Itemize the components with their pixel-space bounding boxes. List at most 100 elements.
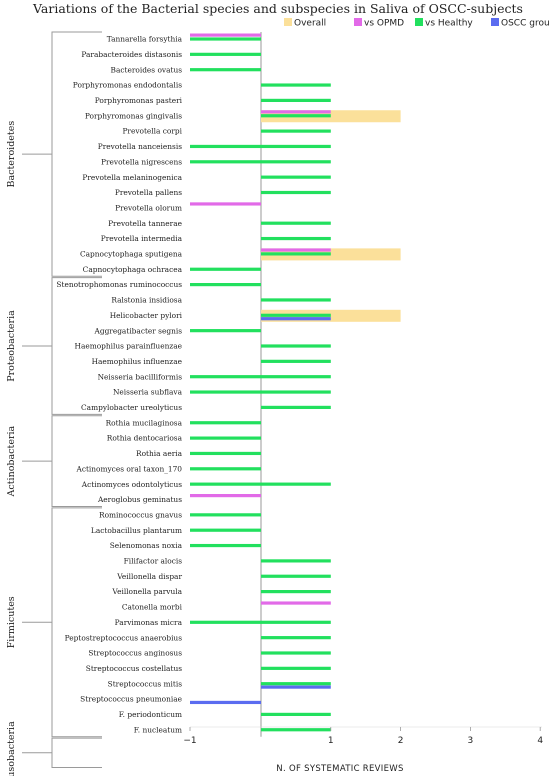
- category-label-peptostreptococcus-anaerobius: Peptostreptococcus anaerobius: [65, 633, 183, 642]
- x-ticks: −1 1 2 3 4: [183, 727, 543, 746]
- category-label-actinomyces-oral-taxon-170: Actinomyces oral taxon_170: [75, 464, 182, 473]
- category-label-prevotella-intermedia: Prevotella intermedia: [101, 234, 183, 243]
- category-label-prevotella-melaninogenica: Prevotella melaninogenica: [82, 173, 182, 182]
- legend-swatch-oscc-group: [491, 18, 499, 26]
- category-label-f-nucleatum: F. nucleatum: [134, 725, 182, 734]
- group-label-proteobacteria: Proteobacteria: [6, 310, 17, 382]
- category-label-helicobacter-pylori: Helicobacter pylori: [110, 311, 183, 320]
- bar-neisseria-bacilliformis-vs-healthy: [261, 375, 331, 379]
- category-label-rothia-mucilaginosa: Rothia mucilaginosa: [106, 418, 183, 427]
- bar-streptococcus-pneumoniae-oscc-group: [190, 700, 261, 705]
- bar-prevotella-nigrescens-vs-healthy: [261, 160, 331, 164]
- group-bracket-actinobacteria: [51, 415, 102, 507]
- bar-neisseria-subflava-vs-healthy: [261, 390, 331, 394]
- category-label-veillonella-parvula: Veillonella parvula: [111, 587, 182, 596]
- bar-tannarella-forsythia-vs-opmd: [190, 33, 261, 37]
- chart-title: Variations of the Bacterial species and …: [32, 1, 523, 16]
- x-axis-label: N. OF SYSTEMATIC REVIEWS: [276, 764, 403, 774]
- bar-campylobacter-ureolyticus-vs-healthy: [261, 405, 331, 409]
- category-label-bacteroides-ovatus: Bacteroides ovatus: [111, 65, 183, 74]
- bar-actinomyces-odontolyticus-vs-healthy: [190, 482, 261, 486]
- category-label-lactobacillus-plantarum: Lactobacillus plantarum: [91, 526, 182, 535]
- category-label-catonella-morbi: Catonella morbi: [122, 603, 183, 612]
- category-label-rominococcus-gnavus: Rominococcus gnavus: [99, 510, 182, 519]
- bar-prevotella-tannerae-vs-healthy: [261, 221, 331, 225]
- group-firmicutes: Firmicutes: [6, 507, 102, 738]
- group-label-firmicutes: Firmicutes: [6, 596, 17, 648]
- bar-helicobacter-pylori-vs-healthy: [261, 313, 331, 317]
- category-label-tannarella-forsythia: Tannarella forsythia: [107, 35, 183, 44]
- bar-stenotrophomonas-ruminococcus-vs-healthy: [190, 283, 261, 287]
- category-label-actinomyces-odontolyticus: Actinomyces odontolyticus: [81, 480, 182, 489]
- category-label-filifactor-alocis: Filifactor alocis: [124, 557, 183, 566]
- category-label-haemophilus-influenzae: Haemophilus influenzae: [92, 357, 182, 366]
- bar-rothia-mucilaginosa-vs-healthy: [190, 421, 261, 425]
- bar-capnocytophaga-ochracea-vs-healthy: [190, 267, 261, 271]
- category-label-rothia-aeria: Rothia aeria: [136, 449, 183, 458]
- category-label-capnocytophaga-sputigena: Capnocytophaga sputigena: [80, 250, 183, 259]
- bar-helicobacter-pylori-oscc-group: [261, 317, 331, 321]
- category-label-prevotella-tannerae: Prevotella tannerae: [108, 219, 182, 228]
- legend-entry-overall: Overall: [294, 19, 326, 29]
- bar-haemophilus-influenzae-vs-healthy: [261, 359, 331, 363]
- bar-actinomyces-odontolyticus-vs-healthy: [261, 482, 331, 486]
- group-label-bacteroidetes: Bacteroidetes: [6, 121, 17, 188]
- bar-catonella-morbi-vs-opmd: [261, 601, 331, 605]
- bar-streptococcus-mitis-oscc-group: [261, 685, 331, 689]
- category-label-parvimonas-micra: Parvimonas micra: [115, 618, 183, 627]
- category-label-porphyromonas-endodontalis: Porphyromonas endodontalis: [73, 81, 182, 90]
- bars: [190, 33, 401, 732]
- bar-porphyromonas-endodontalis-vs-healthy: [261, 83, 331, 87]
- bar-rothia-aeria-vs-healthy: [190, 451, 261, 456]
- bar-tannarella-forsythia-vs-healthy: [190, 37, 261, 41]
- category-label-haemophilus-parainfluenzae: Haemophilus parainfluenzae: [75, 342, 183, 351]
- bar-rominococcus-gnavus-vs-healthy: [190, 513, 261, 517]
- category-label-rothia-dentocariosa: Rothia dentocariosa: [107, 434, 183, 443]
- category-label-streptococcus-pneumoniae: Streptococcus pneumoniae: [80, 695, 182, 704]
- bar-porphyromonas-gingivalis-vs-healthy: [261, 114, 331, 118]
- bar-f-periodonticum-vs-healthy: [261, 712, 331, 716]
- category-label-parabacteroides-distasonis: Parabacteroides distasonis: [81, 50, 182, 59]
- bar-prevotella-nanceiensis-vs-healthy: [190, 144, 261, 149]
- group-proteobacteria: Proteobacteria: [6, 277, 102, 415]
- x-tick-label-3: 3: [468, 736, 474, 746]
- x-tick-label-4: 4: [537, 736, 543, 746]
- bar-prevotella-corpi-vs-healthy: [261, 129, 331, 133]
- bar-veillonella-parvula-vs-healthy: [261, 590, 331, 594]
- group-brackets: Bacteroidetes Proteobacteria Actinobacteri…: [6, 31, 102, 780]
- bar-haemophilus-parainfluenzae-vs-healthy: [261, 344, 331, 348]
- legend: Overall vs OPMD vs Healthy OSCC group: [284, 18, 550, 29]
- bar-streptococcus-anginosus-vs-healthy: [261, 651, 331, 655]
- category-label-ralstonia-insidiosa: Ralstonia insidiosa: [111, 296, 182, 305]
- bar-peptostreptococcus-anaerobius-vs-healthy: [261, 636, 331, 640]
- bar-prevotella-olorum-vs-opmd: [190, 202, 261, 206]
- legend-entry-vs-healthy: vs Healthy: [425, 19, 473, 29]
- legend-entry-vs-opmd: vs OPMD: [364, 19, 404, 29]
- category-label-streptococcus-costellatus: Streptococcus costellatus: [86, 664, 182, 673]
- bar-veillonella-dispar-vs-healthy: [261, 574, 331, 578]
- bar-bacteroides-ovatus-vs-healthy: [190, 68, 261, 72]
- bar-aeroglobus-geminatus-vs-opmd: [190, 494, 261, 498]
- bar-prevotella-nigrescens-vs-healthy: [190, 160, 261, 164]
- bar-porphyromonas-pasteri-vs-healthy: [261, 98, 331, 102]
- bar-streptococcus-costellatus-vs-healthy: [261, 666, 331, 670]
- bar-neisseria-subflava-vs-healthy: [190, 390, 261, 394]
- bar-capnocytophaga-sputigena-vs-healthy: [261, 252, 331, 256]
- group-fusobacteria: Fusobacteria: [6, 721, 102, 780]
- category-label-veillonella-dispar: Veillonella dispar: [116, 572, 182, 581]
- group-bracket-bacteroidetes: [51, 31, 102, 277]
- category-label-campylobacter-ureolyticus: Campylobacter ureolyticus: [81, 403, 182, 412]
- category-label-neisseria-bacilliformis: Neisseria bacilliformis: [98, 372, 183, 381]
- category-label-stenotrophomonas-ruminococcus: Stenotrophomonas ruminococcus: [56, 280, 182, 289]
- group-label-fusobacteria: Fusobacteria: [6, 721, 17, 776]
- category-label-f-periodonticum: F. periodonticum: [119, 710, 182, 719]
- bar-parvimonas-micra-vs-healthy: [261, 620, 331, 624]
- category-label-streptococcus-anginosus: Streptococcus anginosus: [88, 649, 182, 658]
- x-tick-label-1: 1: [328, 736, 334, 746]
- category-label-aggregatibacter-segnis: Aggregatibacter segnis: [94, 326, 183, 335]
- bar-prevotella-melaninogenica-vs-healthy: [261, 175, 331, 179]
- axes: [190, 32, 542, 737]
- bar-prevotella-pallens-vs-healthy: [261, 190, 331, 195]
- bar-lactobacillus-plantarum-vs-healthy: [190, 528, 261, 532]
